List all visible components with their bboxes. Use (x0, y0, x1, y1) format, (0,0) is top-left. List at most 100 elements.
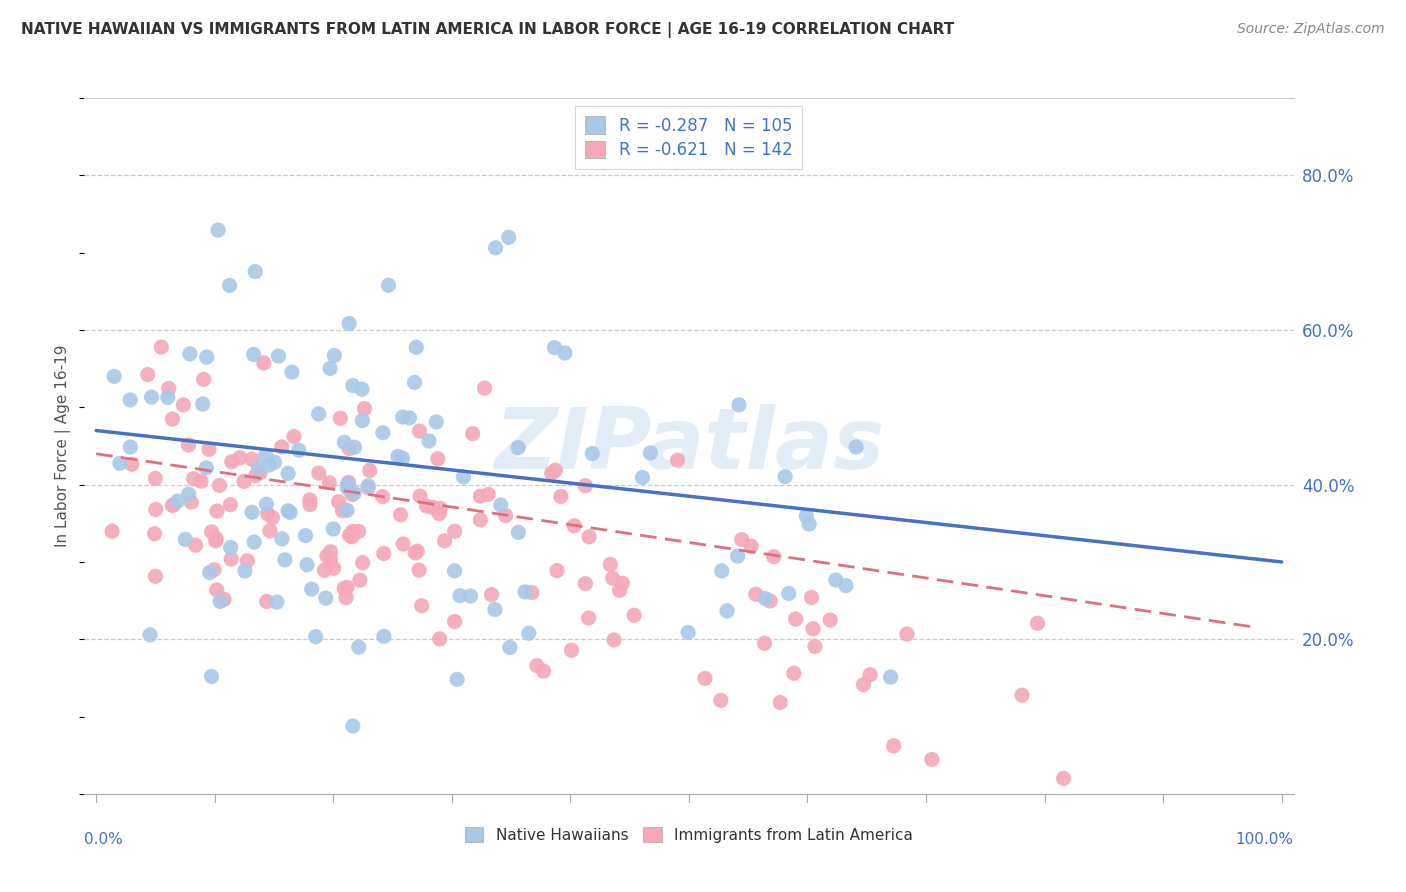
Point (219, 498, 242, 512)
Point (336, 476, 359, 491)
Point (298, 492, 321, 507)
Point (404, 376, 426, 390)
Point (446, 673, 468, 687)
Point (640, 446, 662, 460)
Point (190, 475, 212, 489)
Point (835, 578, 858, 592)
Point (415, 499, 437, 513)
Point (200, 669, 222, 683)
Point (277, 504, 299, 518)
Point (489, 498, 512, 512)
Point (896, 627, 918, 641)
Point (484, 602, 506, 616)
Point (744, 587, 766, 601)
Point (295, 558, 318, 572)
Point (233, 564, 256, 578)
Point (205, 582, 228, 597)
Point (546, 564, 568, 578)
Point (526, 658, 548, 673)
Point (294, 528, 316, 542)
Point (520, 585, 543, 599)
Text: ZIPatlas: ZIPatlas (494, 404, 884, 488)
Point (349, 573, 371, 587)
Point (599, 558, 621, 572)
Point (449, 589, 471, 603)
Point (427, 507, 450, 521)
Point (426, 451, 449, 466)
Point (422, 500, 444, 515)
Point (319, 361, 342, 376)
Point (259, 458, 281, 472)
Point (177, 438, 200, 452)
Point (429, 632, 451, 646)
Point (174, 533, 197, 547)
Point (443, 615, 465, 629)
Point (177, 487, 200, 501)
Point (794, 508, 817, 523)
Point (818, 613, 841, 627)
Point (278, 505, 301, 519)
Point (404, 546, 426, 560)
Point (498, 230, 520, 244)
Point (120, 440, 142, 454)
Point (425, 415, 447, 429)
Point (287, 443, 309, 458)
Point (166, 494, 188, 508)
Point (1052, 772, 1074, 786)
Point (470, 513, 492, 527)
Point (256, 594, 278, 608)
Point (371, 490, 394, 504)
Point (710, 564, 733, 578)
Point (544, 463, 567, 477)
Point (184, 538, 207, 552)
Point (533, 664, 555, 678)
Point (270, 440, 292, 454)
Point (283, 429, 305, 443)
Point (710, 693, 733, 707)
Point (219, 541, 242, 555)
Point (242, 347, 264, 361)
Point (299, 498, 322, 512)
Point (578, 530, 600, 544)
Point (340, 487, 363, 501)
Point (623, 608, 645, 623)
Point (336, 481, 359, 495)
Point (1011, 688, 1033, 702)
Point (508, 525, 530, 540)
Point (336, 503, 359, 517)
Point (411, 599, 433, 613)
Point (202, 563, 225, 577)
Point (353, 401, 375, 416)
Point (308, 466, 330, 480)
Point (429, 501, 451, 516)
Legend: Native Hawaiians, Immigrants from Latin America: Native Hawaiians, Immigrants from Latin … (458, 822, 920, 849)
Point (145, 569, 167, 583)
Point (352, 556, 374, 570)
Point (193, 372, 215, 386)
Point (352, 413, 374, 427)
Point (391, 410, 413, 425)
Point (333, 582, 356, 596)
Point (461, 426, 484, 441)
Point (797, 517, 820, 532)
Point (470, 489, 492, 503)
Point (219, 552, 242, 566)
Point (218, 278, 240, 293)
Point (198, 442, 221, 457)
Point (191, 397, 214, 411)
Point (342, 719, 364, 733)
Point (343, 486, 366, 500)
Point (778, 586, 800, 600)
Point (347, 524, 370, 539)
Point (240, 505, 263, 519)
Point (801, 622, 824, 636)
Point (308, 407, 330, 421)
Point (143, 526, 166, 541)
Point (332, 502, 354, 516)
Point (141, 390, 163, 404)
Point (554, 346, 576, 360)
Point (754, 636, 776, 650)
Point (474, 381, 496, 395)
Point (145, 471, 167, 485)
Point (377, 278, 399, 293)
